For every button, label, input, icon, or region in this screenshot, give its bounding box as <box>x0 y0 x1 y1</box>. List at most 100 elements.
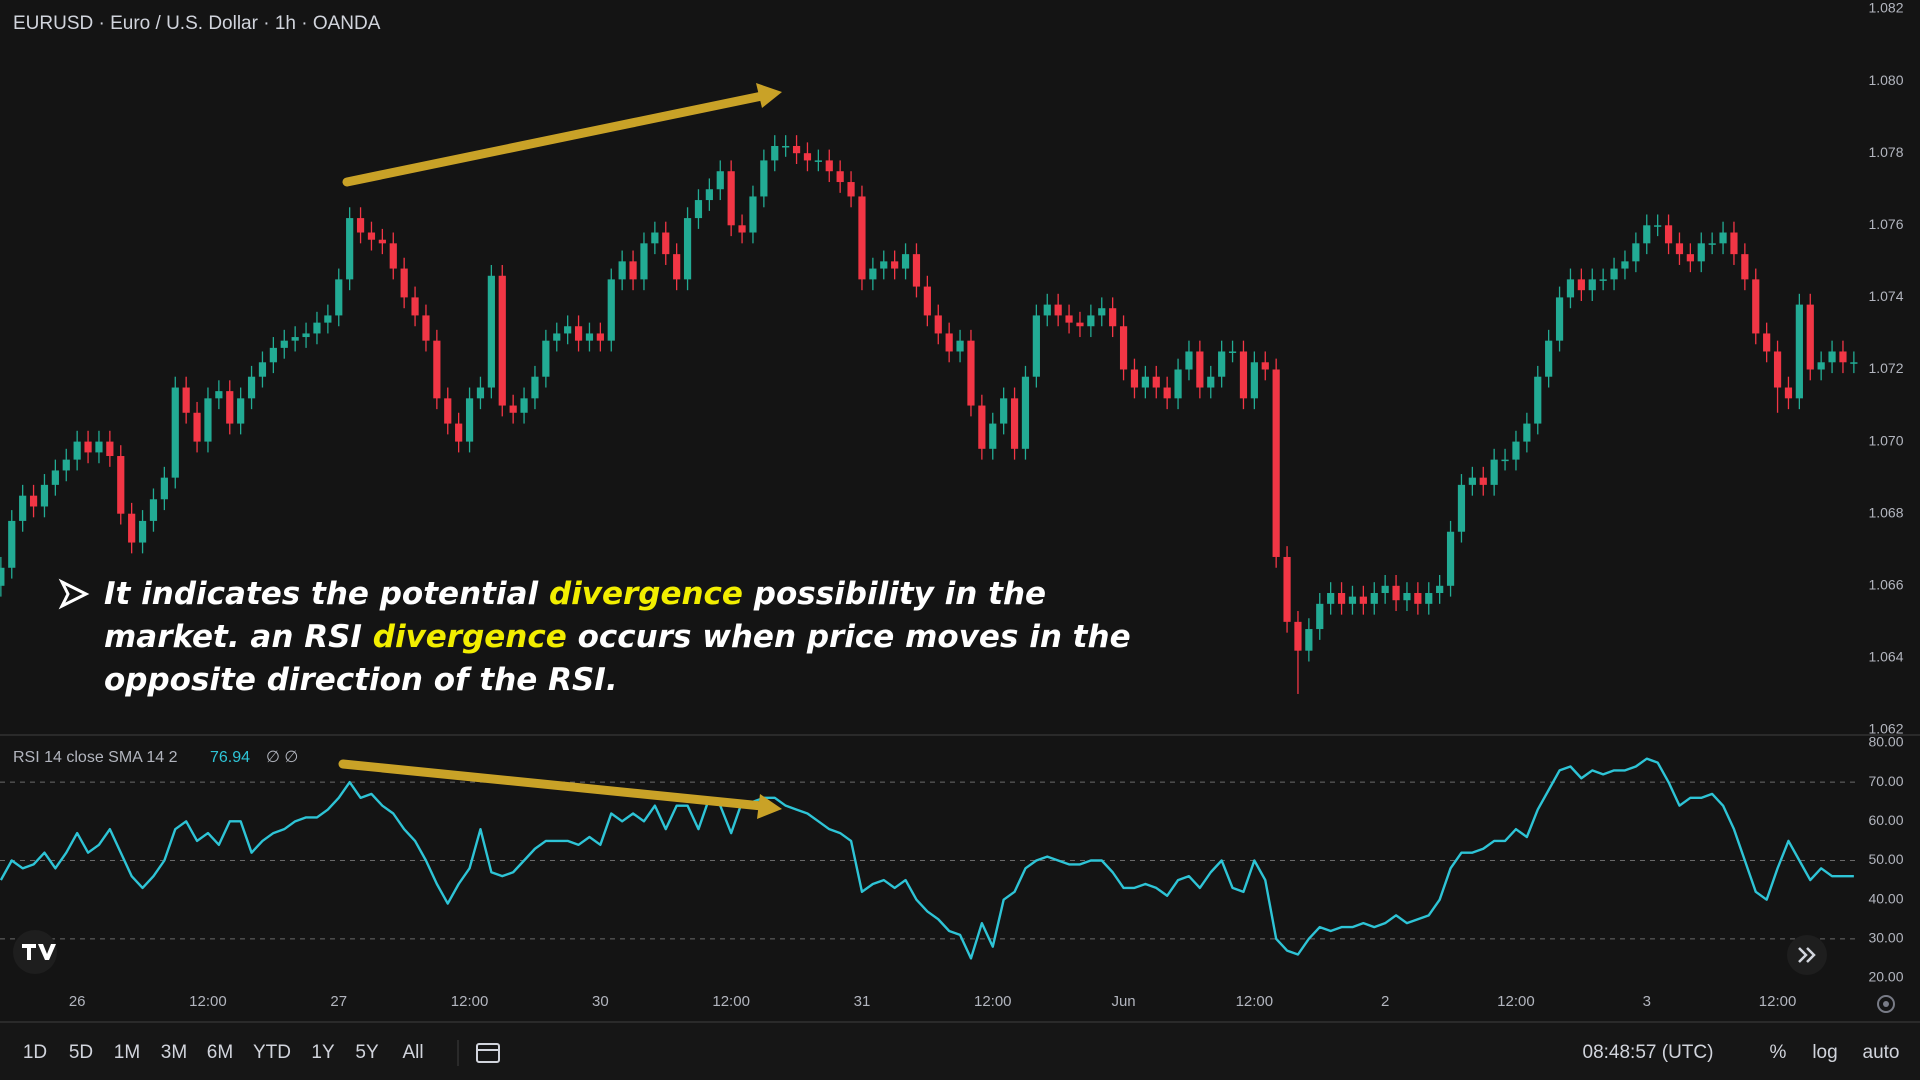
range-button[interactable]: 3M <box>161 1042 187 1063</box>
candle-body <box>0 567 5 586</box>
candle-body <box>149 499 158 521</box>
candle-body <box>1664 225 1673 244</box>
candle-body <box>891 261 899 269</box>
y-tick-label: 1.068 <box>1868 504 1903 520</box>
candle-body <box>814 160 822 162</box>
candle-body <box>1839 351 1847 363</box>
range-button[interactable]: 6M <box>207 1042 233 1063</box>
range-button[interactable]: 1M <box>114 1042 140 1063</box>
candle-body <box>1479 477 1487 485</box>
range-button[interactable]: All <box>402 1042 423 1063</box>
x-tick-label: 26 <box>69 993 86 1010</box>
candle-body <box>1239 351 1248 399</box>
range-button[interactable]: YTD <box>253 1042 291 1063</box>
candle-body <box>847 182 855 197</box>
y-tick-label: 1.066 <box>1868 577 1903 593</box>
candle-body <box>564 326 572 334</box>
y-tick-label: 1.078 <box>1868 144 1903 160</box>
candle-body <box>1348 596 1357 604</box>
candle-body <box>1686 254 1694 262</box>
annotation-text: opposite direction of the RSI. <box>104 662 618 698</box>
scroll-to-latest[interactable] <box>1787 935 1827 975</box>
scale-option[interactable]: log <box>1812 1042 1837 1063</box>
x-tick-label: 12:00 <box>189 993 227 1010</box>
toolbar-bg <box>0 1022 1920 1080</box>
x-tick-label: 12:00 <box>1497 993 1535 1010</box>
candle-body <box>1566 279 1575 298</box>
y-tick-label: 1.072 <box>1868 360 1903 376</box>
y-tick-label: 1.064 <box>1868 649 1903 665</box>
candle-body <box>1228 351 1237 353</box>
candle-body <box>1381 585 1389 594</box>
candle-body <box>1021 376 1030 449</box>
candle-body <box>1828 351 1836 363</box>
candle-body <box>1218 351 1226 377</box>
candle-body <box>1109 308 1117 327</box>
range-button[interactable]: 5D <box>69 1042 93 1063</box>
bullet <box>58 578 90 610</box>
candle-body <box>1414 593 1422 604</box>
candle-body <box>258 362 267 377</box>
symbol-title: EURUSD · Euro / U.S. Dollar · 1h · OANDA <box>13 13 381 34</box>
candle-body <box>51 470 59 485</box>
candle-body <box>749 196 757 233</box>
candle-body <box>1425 593 1433 604</box>
annotation-text: It indicates the potential <box>104 576 549 612</box>
x-tick-label: 31 <box>854 993 871 1010</box>
candle-body <box>1327 593 1335 604</box>
candle-body <box>73 441 81 460</box>
candle-body <box>651 232 659 244</box>
candle-body <box>640 243 648 280</box>
candle-body <box>520 398 528 413</box>
candle-body <box>1817 362 1825 370</box>
candle-body <box>1403 593 1411 601</box>
x-tick-label: 12:00 <box>712 993 750 1010</box>
candle-body <box>346 218 354 280</box>
candle-body <box>869 268 877 280</box>
candle-body <box>1719 232 1727 244</box>
candle-body <box>280 340 288 348</box>
y-tick-label: 1.080 <box>1868 72 1903 88</box>
annotation: It indicates the potential divergence po… <box>104 576 1131 698</box>
candle-body <box>585 333 594 341</box>
candle-body <box>596 333 604 341</box>
settings-icon[interactable] <box>1877 995 1895 1013</box>
candle-body <box>291 337 299 341</box>
indicator-extra: ∅ ∅ <box>266 749 298 766</box>
candle-body <box>1054 304 1062 316</box>
candle-body <box>324 315 332 323</box>
candles <box>0 135 1858 694</box>
candle-body <box>1654 225 1662 227</box>
clock: 08:48:57 (UTC) <box>1583 1042 1714 1063</box>
candle-body <box>1784 387 1793 399</box>
y-tick-label: 1.082 <box>1868 0 1903 16</box>
candle-body <box>1675 243 1684 255</box>
candle-body <box>705 189 713 201</box>
candle-body <box>378 239 386 244</box>
range-button[interactable]: 1D <box>23 1042 47 1063</box>
scale-option[interactable]: % <box>1770 1042 1787 1063</box>
range-button[interactable]: 5Y <box>355 1042 379 1063</box>
candle-body <box>1076 322 1084 327</box>
candle-body <box>1697 243 1705 262</box>
candle-body <box>1555 297 1564 341</box>
candle-body <box>803 153 812 161</box>
candle-body <box>226 391 234 424</box>
candle-body <box>389 243 397 269</box>
date-range-icon[interactable] <box>476 1043 500 1063</box>
candle-body <box>1708 243 1716 245</box>
candle-body <box>1534 376 1542 424</box>
x-tick-label: 30 <box>592 993 609 1010</box>
candle-body <box>204 398 212 442</box>
candle-body <box>455 423 463 442</box>
y-tick-label: 70.00 <box>1868 773 1903 789</box>
scale-option[interactable]: auto <box>1863 1042 1900 1063</box>
range-button[interactable]: 1Y <box>311 1042 335 1063</box>
candle-body <box>782 145 790 148</box>
candle-body <box>967 340 975 406</box>
indicator-value: 76.94 <box>210 749 250 766</box>
candle-body <box>836 171 844 183</box>
candle-body <box>95 441 103 453</box>
logo[interactable] <box>13 930 57 974</box>
x-tick-label: Jun <box>1111 993 1135 1010</box>
